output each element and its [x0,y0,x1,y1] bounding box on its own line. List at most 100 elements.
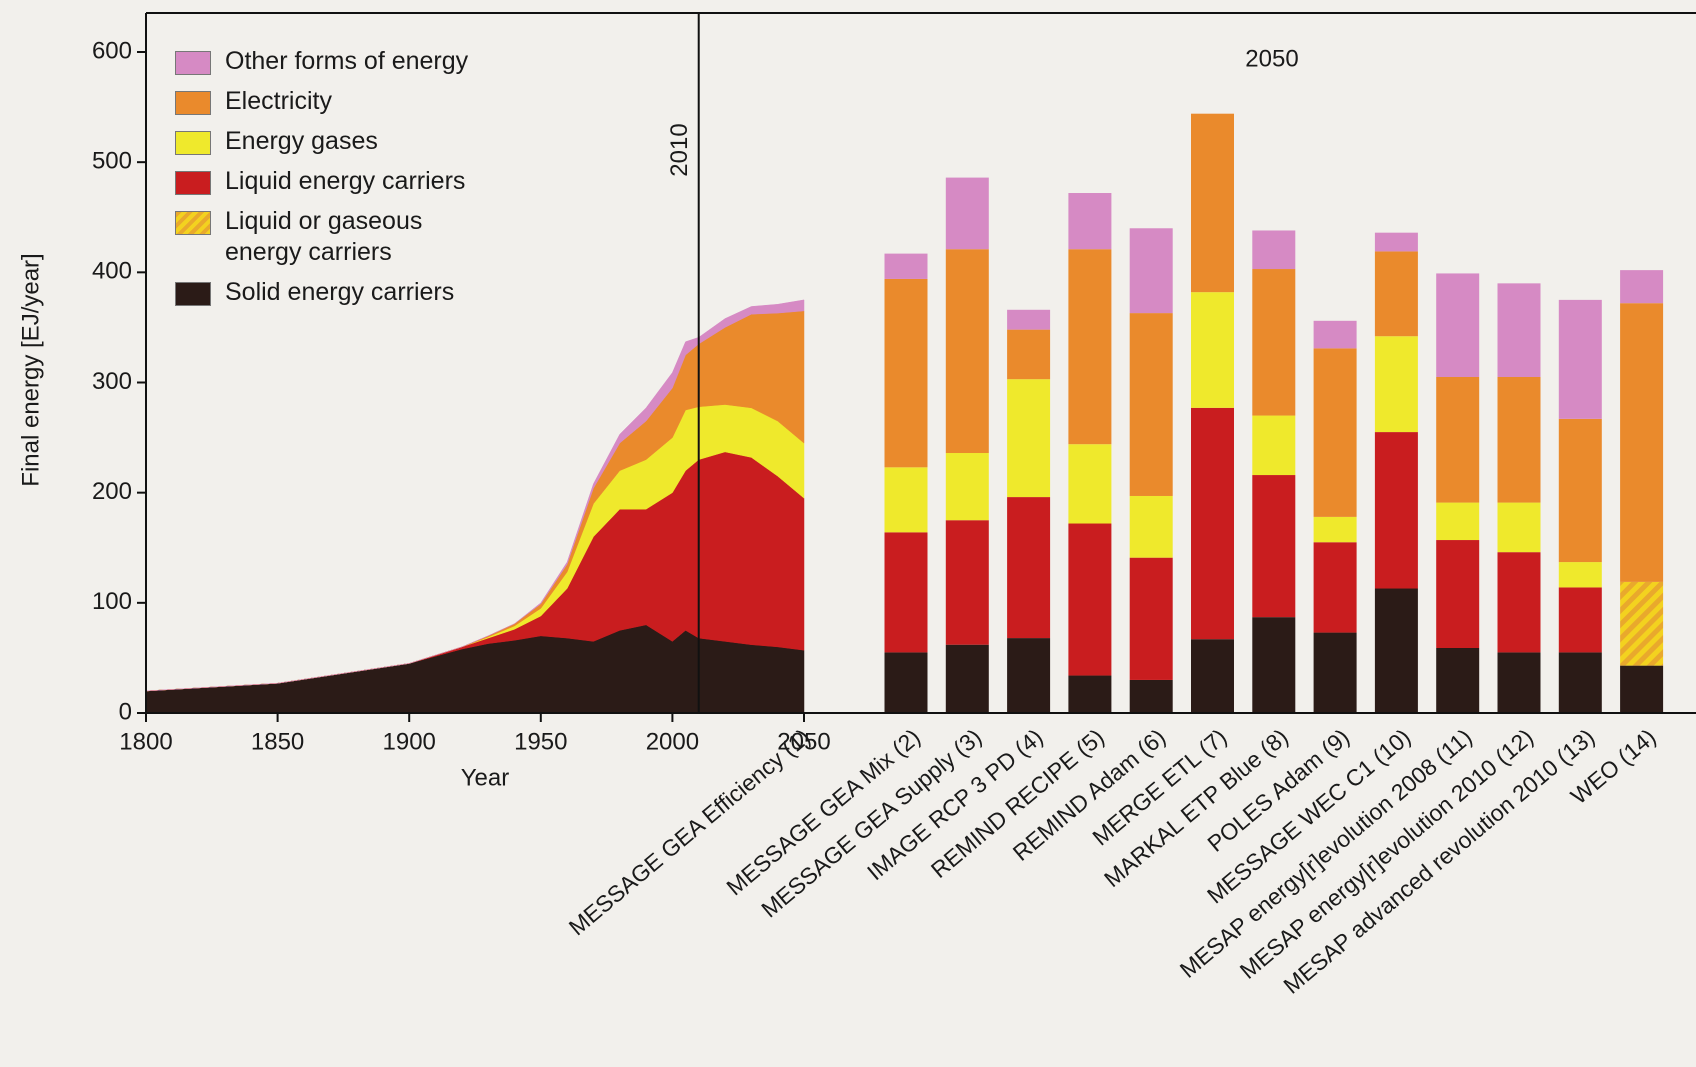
x-tick-label: 1950 [514,728,567,755]
bar-segment [1497,502,1541,553]
bar-segment [945,249,989,454]
bar-segment [1191,639,1234,713]
bar-segment [1436,376,1480,503]
bar-segment [1313,632,1357,713]
bar-segment [1129,679,1173,713]
bar-segment [1313,320,1357,349]
bar-segment [1129,557,1173,680]
bar-segment [1620,270,1664,304]
legend-item: Liquid energy carriers [175,166,468,197]
bar-segment [945,520,989,645]
bar-segment [1436,502,1480,541]
bar-segment [1191,407,1234,640]
bar-segment [1558,652,1602,713]
x-tick-label: 1800 [119,728,172,755]
bar-segment [884,253,928,279]
bar-segment [1252,475,1296,618]
bar-segment [1252,415,1296,476]
bar-segment [1436,540,1480,649]
bar-segment [1313,348,1357,517]
bar-segment [1129,228,1173,314]
bar-segment [1252,617,1296,713]
bar-segment [1068,193,1112,250]
bar-segment [1374,588,1418,713]
bar-segment [1313,516,1357,543]
bar-segment [945,453,989,521]
annotation: 2050 [1245,45,1298,72]
legend-item: Other forms of energy [175,46,468,77]
x-tick-label: 2000 [646,728,699,755]
bar-segment [1497,652,1541,713]
legend-label: Energy gases [225,127,378,155]
bar-segment [1068,444,1112,524]
bar-segment [1129,495,1173,558]
legend-item: Liquid or gaseous energy carriers [175,206,468,268]
bar-segment [1007,638,1051,713]
bar-segment [1007,497,1051,639]
bar-segment [1191,113,1234,293]
area [145,299,805,692]
legend-swatch [175,171,211,195]
bar-segment [1129,313,1173,496]
y-tick-label: 200 [92,478,132,505]
bar-segment [1252,269,1296,416]
y-tick-label: 500 [92,148,132,175]
legend-swatch [175,282,211,306]
x-tick-label: 1900 [383,728,436,755]
bar-segment [1620,581,1664,666]
legend-swatch [175,51,211,75]
bar-segment [1497,376,1541,503]
bar-segment [1374,232,1418,252]
bar-segment [1007,379,1051,498]
bar-segment [1374,251,1418,337]
legend-swatch [175,91,211,115]
bar-segment [1007,329,1051,380]
bar-segment [945,177,989,250]
legend-swatch [175,131,211,155]
bar-segment [1558,562,1602,588]
bar-segment [1007,309,1051,330]
y-tick-label: 600 [92,37,132,64]
y-tick-label: 100 [92,588,132,615]
bar-segment [1374,432,1418,589]
bar-segment [945,644,989,713]
bar-segment [1068,249,1112,445]
legend: Other forms of energy Electricity Energy g… [175,46,468,308]
annotation: 2010 [666,123,693,176]
legend-item: Electricity [175,86,468,117]
bar-segment [884,467,928,533]
bar-segment [1436,273,1480,377]
bar-segment [1558,418,1602,563]
bar-segment [884,278,928,468]
bar-segment [1252,230,1296,270]
legend-label: Solid energy carriers [225,278,455,306]
bar-segment [1068,523,1112,676]
bar-segment [1497,552,1541,653]
legend-label: Other forms of energy [225,47,469,75]
bar-segment [884,532,928,653]
bar-segment [1558,299,1602,419]
x-tick-label: 1850 [251,728,304,755]
legend-label: Liquid or gaseous energy carriers [225,207,423,266]
y-axis-label: Final energy [EJ/year] [17,253,44,486]
bar-segment [1436,648,1480,713]
x-axis-label: Year [461,764,510,791]
bar-segment [1313,542,1357,633]
y-tick-label: 300 [92,368,132,395]
bar-segment [1497,283,1541,377]
legend-label: Liquid energy carriers [225,167,466,195]
legend-swatch [175,211,211,235]
y-tick-label: 0 [119,698,132,725]
bar-segment [1191,292,1234,408]
bar-segment [884,652,928,713]
x-tick-label: 2050 [777,728,830,755]
legend-item: Solid energy carriers [175,277,468,308]
y-tick-label: 400 [92,258,132,285]
bar-segment [1374,336,1418,433]
legend-item: Energy gases [175,126,468,157]
legend-label: Electricity [225,87,332,115]
bar-segment [1620,303,1664,582]
bar-segment [1558,587,1602,653]
